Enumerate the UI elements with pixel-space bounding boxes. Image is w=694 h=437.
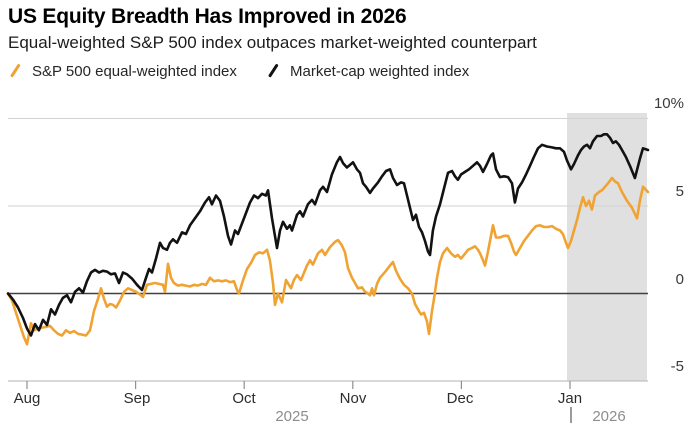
y-axis-label-5: 5 <box>675 183 684 200</box>
y-axis-label-0: 0 <box>675 271 684 288</box>
legend-item-market-cap: Market-cap weighted index <box>266 61 469 81</box>
x-axis-label-jan: Jan <box>557 390 583 407</box>
year-label-2026: 2026 <box>592 408 626 425</box>
x-axis-label-nov: Nov <box>339 390 367 407</box>
highlight-band-2026 <box>567 113 647 381</box>
x-axis-label-sep: Sep <box>123 390 151 407</box>
chart-subtitle: Equal-weighted S&P 500 index outpaces ma… <box>8 33 537 52</box>
legend-label: S&P 500 equal-weighted index <box>32 62 237 80</box>
y-axis-label-10pct: 10% <box>653 95 684 112</box>
slash-icon <box>266 63 281 79</box>
legend-item-equal-weighted: S&P 500 equal-weighted index <box>8 61 237 81</box>
y-axis-label-neg5: -5 <box>670 358 684 375</box>
slash-icon <box>8 63 23 79</box>
legend-label: Market-cap weighted index <box>290 62 470 80</box>
x-axis-label-dec: Dec <box>446 390 474 407</box>
x-axis-label-oct: Oct <box>232 390 256 407</box>
year-divider-tick <box>570 407 572 423</box>
chart-title: US Equity Breadth Has Improved in 2026 <box>8 5 407 28</box>
market-cap-line <box>6 133 650 337</box>
x-axis-label-aug: Aug <box>13 390 41 407</box>
equal-weighted-line <box>6 176 650 346</box>
year-label-2025: 2025 <box>275 408 309 425</box>
